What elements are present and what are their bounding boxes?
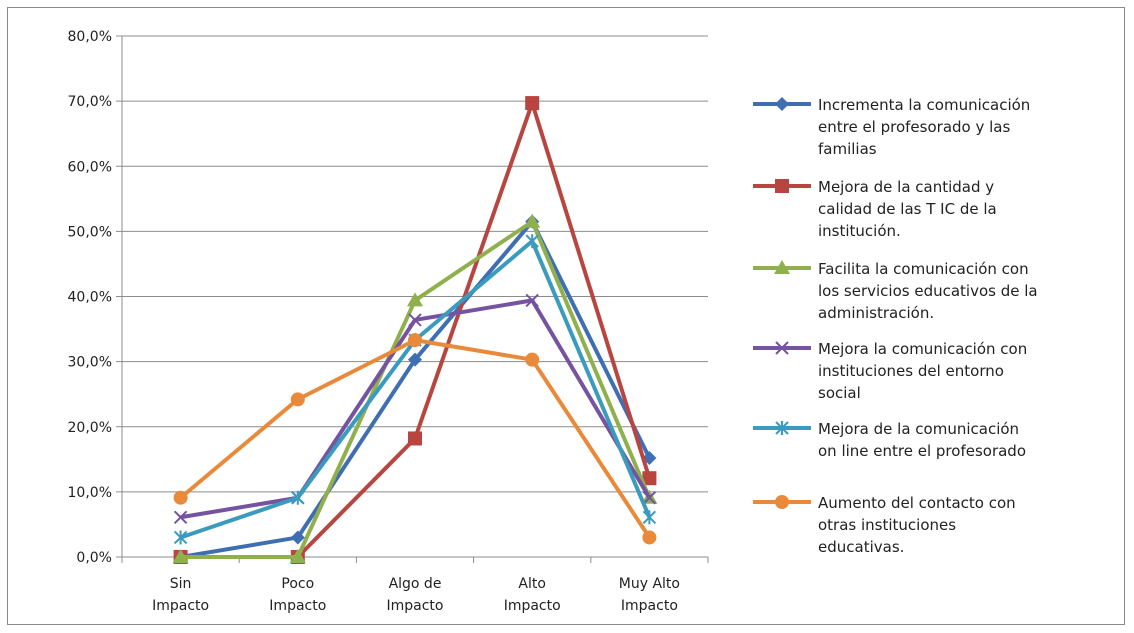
- y-tick-label: 80,0%: [68, 29, 112, 45]
- legend-swatch-marker: [775, 421, 789, 435]
- legend-item: Mejora de la comunicación on line entre e…: [753, 420, 1026, 460]
- series-6: [173, 333, 657, 545]
- legend-item: Incrementa la comunicación entre el profe…: [753, 96, 1030, 158]
- legend-item: Aumento del contacto con otras institucio…: [753, 494, 1016, 556]
- x-tick-label: Muy Alto Impacto: [619, 576, 680, 614]
- data-point: [408, 352, 422, 367]
- data-point: [407, 292, 423, 307]
- data-point: [525, 293, 539, 308]
- data-point: [408, 313, 422, 327]
- data-point: [642, 471, 657, 486]
- y-tick-label: 10,0%: [68, 485, 112, 501]
- y-tick-label: 30,0%: [68, 355, 112, 371]
- y-tick-label: 20,0%: [68, 420, 112, 436]
- data-point: [290, 530, 305, 545]
- chart-frame: [7, 7, 1125, 625]
- series-group: [172, 96, 658, 564]
- legend-item: Mejora de la cantidad y calidad de las T …: [753, 178, 997, 240]
- legend-label: Incrementa la comunicación entre el profe…: [818, 96, 1030, 158]
- y-tick-label: 40,0%: [68, 290, 112, 306]
- legend-label: Mejora de la comunicación on line entre e…: [818, 420, 1026, 460]
- legend-swatch-marker: [775, 495, 789, 509]
- legend-swatch-marker: [775, 341, 789, 355]
- legend-label: Facilita la comunicación con los servicio…: [818, 260, 1038, 322]
- legend-swatch-marker: [775, 179, 789, 193]
- x-tick-label: Algo de Impacto: [387, 576, 444, 614]
- legend-label: Mejora de la cantidad y calidad de las T …: [818, 178, 997, 240]
- data-point: [524, 213, 541, 228]
- series-3: [172, 213, 658, 563]
- data-point: [173, 530, 188, 545]
- gridlines: [122, 35, 708, 493]
- data-point: [173, 510, 188, 524]
- legend-item: Mejora la comunicación con instituciones …: [753, 340, 1027, 402]
- legend: Incrementa la comunicación entre el profe…: [753, 96, 1038, 556]
- data-point: [290, 392, 305, 407]
- data-point: [172, 549, 189, 563]
- data-point: [525, 234, 539, 249]
- y-tick-label: 50,0%: [68, 224, 112, 240]
- axes: 0,0% 10,0% 20,0% 30,0% 40,0% 50,0% 60,0% 70,0% 8…: [68, 29, 709, 614]
- data-point: [642, 491, 657, 505]
- legend-label: Aumento del contacto con otras institucio…: [818, 494, 1016, 556]
- data-point: [408, 431, 422, 446]
- legend-item: Facilita la comunicación con los servicio…: [753, 260, 1038, 322]
- data-point: [642, 530, 657, 545]
- data-point: [642, 510, 657, 525]
- legend-label: Mejora la comunicación con instituciones …: [818, 340, 1027, 402]
- legend-swatch-marker: [775, 97, 789, 111]
- data-point: [173, 490, 188, 505]
- y-tick-label: 70,0%: [68, 94, 112, 110]
- y-tick-label: 0,0%: [76, 550, 112, 566]
- series-4: [173, 293, 657, 524]
- data-point: [525, 352, 540, 367]
- x-tick-label: Sin Impacto: [152, 576, 209, 614]
- y-tick-label: 60,0%: [68, 159, 112, 175]
- data-point: [289, 549, 306, 563]
- data-point: [408, 333, 422, 348]
- data-point: [291, 490, 305, 505]
- legend-swatch-marker: [774, 260, 790, 274]
- series-line: [179, 239, 652, 540]
- x-tick-label: Poco Impacto: [269, 576, 326, 614]
- data-point: [525, 96, 540, 111]
- x-tick-label: Alto Impacto: [504, 576, 561, 614]
